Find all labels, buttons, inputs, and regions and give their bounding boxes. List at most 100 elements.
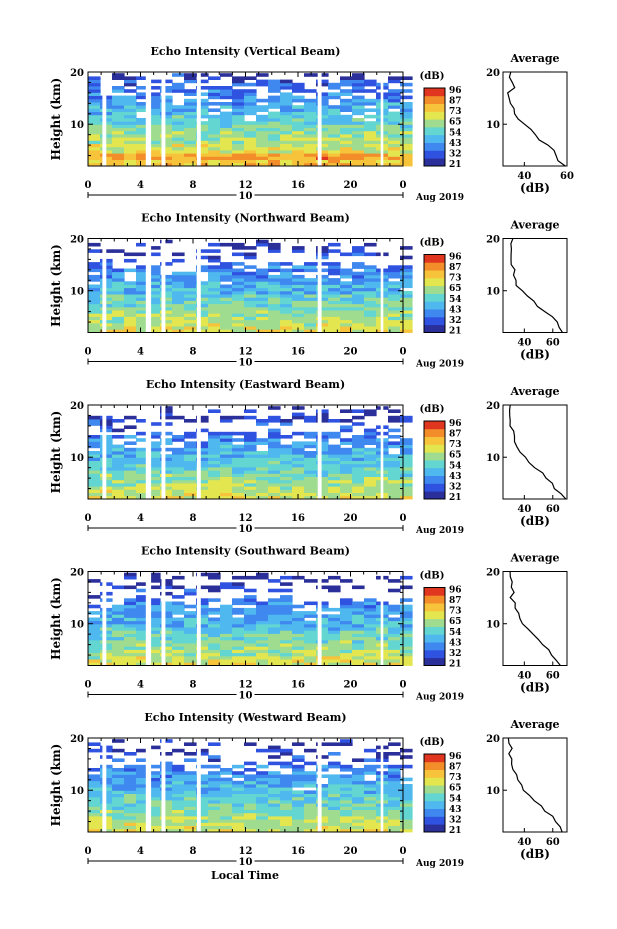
- heatmap-cell: [268, 479, 281, 484]
- heatmap-cell: [196, 310, 209, 314]
- colorbar-segment: [424, 262, 445, 271]
- heatmap-cell: [208, 271, 221, 276]
- panel-title: Echo Intensity (Eastward Beam): [146, 378, 345, 391]
- data-gap: [196, 238, 201, 333]
- heatmap-cell: [172, 140, 185, 144]
- heatmap-cell: [88, 463, 101, 468]
- heatmap-cell: [88, 102, 101, 106]
- heatmap-cell: [388, 409, 401, 413]
- heatmap-cell: [196, 249, 209, 253]
- heatmap-cell: [268, 607, 281, 612]
- heatmap-cell: [148, 319, 161, 324]
- heatmap-cell: [292, 124, 305, 128]
- heatmap-cell: [268, 489, 281, 493]
- heatmap-cell: [160, 294, 173, 298]
- heatmap-cell: [136, 800, 149, 804]
- heatmap-cell: [148, 655, 161, 660]
- heatmap-cell: [136, 153, 149, 157]
- heatmap-cell: [328, 326, 341, 330]
- heatmap-cell: [184, 492, 197, 497]
- heatmap-cell: [316, 95, 329, 100]
- heatmap-cell: [316, 790, 329, 794]
- heatmap-cell: [328, 111, 341, 116]
- heatmap-cell: [352, 284, 365, 289]
- x-tick-label: 0: [85, 846, 92, 857]
- heatmap-cell: [400, 150, 413, 154]
- heatmap-cell: [112, 284, 125, 289]
- heatmap-cell: [352, 476, 365, 481]
- heatmap-cell: [352, 278, 365, 282]
- heatmap-cell: [316, 146, 329, 151]
- heatmap-cell: [292, 246, 305, 250]
- heatmap-cell: [136, 290, 149, 295]
- heatmap-cell: [172, 790, 185, 794]
- heatmap-cell: [340, 812, 353, 817]
- heatmap-cell: [280, 752, 293, 756]
- heatmap-cell: [172, 633, 185, 638]
- heatmap-cell: [292, 281, 305, 285]
- heatmap-cell: [364, 828, 377, 833]
- heatmap-cell: [364, 121, 377, 125]
- heatmap-cell: [316, 303, 329, 308]
- heatmap-cell: [172, 470, 185, 474]
- heatmap-cell: [328, 819, 341, 823]
- heatmap-cell: [184, 435, 197, 439]
- heatmap-cell: [268, 159, 281, 164]
- heatmap-cell: [136, 649, 149, 654]
- heatmap-cell: [184, 630, 197, 634]
- heatmap-cell: [304, 646, 317, 650]
- heatmap-cell: [232, 95, 245, 100]
- heatmap-cell: [388, 809, 401, 814]
- x-axis-label: Local Time: [211, 869, 279, 882]
- heatmap-cell: [136, 639, 149, 644]
- heatmap-cell: [244, 278, 257, 282]
- heatmap-cell: [220, 633, 233, 638]
- heatmap-cell: [88, 454, 101, 458]
- heatmap-cell: [196, 143, 209, 148]
- heatmap-cell: [184, 278, 197, 282]
- heatmap-cell: [256, 636, 269, 641]
- heatmap-cell: [124, 489, 137, 493]
- heatmap-cell: [160, 306, 173, 311]
- heatmap-cell: [388, 790, 401, 794]
- heatmap-cell: [160, 796, 173, 801]
- data-gap: [161, 238, 166, 333]
- heatmap-cell: [136, 595, 149, 599]
- heatmap-cell: [112, 806, 125, 810]
- heatmap-cell: [244, 89, 257, 93]
- colorbar-segment: [424, 436, 445, 445]
- heatmap-cell: [172, 652, 185, 657]
- colorbar-segment: [424, 642, 445, 651]
- heatmap-cell: [388, 630, 401, 634]
- colorbar-segment: [424, 467, 445, 476]
- profile-frame: [502, 737, 568, 833]
- heatmap-cell: [112, 803, 125, 807]
- heatmap-cell: [292, 630, 305, 634]
- heatmap-cell: [352, 607, 365, 612]
- heatmap-cell: [148, 495, 161, 500]
- heatmap-cell: [148, 124, 161, 128]
- heatmap-cell: [124, 326, 137, 330]
- heatmap-cell: [304, 489, 317, 493]
- heatmap-cell: [160, 467, 173, 471]
- heatmap-cell: [184, 662, 197, 666]
- heatmap-cell: [88, 79, 101, 84]
- heatmap-cell: [172, 620, 185, 625]
- heatmap-cell: [388, 153, 401, 157]
- heatmap-cell: [280, 793, 293, 798]
- heatmap-cell: [232, 825, 245, 830]
- heatmap-cell: [160, 604, 173, 609]
- heatmap-cell: [232, 816, 245, 820]
- heatmap-cell: [124, 451, 137, 455]
- heatmap-cell: [292, 800, 305, 804]
- heatmap-cell: [124, 492, 137, 497]
- heatmap-cell: [184, 806, 197, 810]
- heatmap-cell: [280, 819, 293, 823]
- heatmap-cell: [256, 156, 269, 160]
- heatmap-cell: [256, 662, 269, 666]
- data-gap: [145, 238, 152, 333]
- heatmap-cell: [208, 431, 221, 436]
- heatmap-cell: [364, 796, 377, 801]
- heatmap-cell: [268, 329, 281, 333]
- heatmap-cell: [280, 620, 293, 625]
